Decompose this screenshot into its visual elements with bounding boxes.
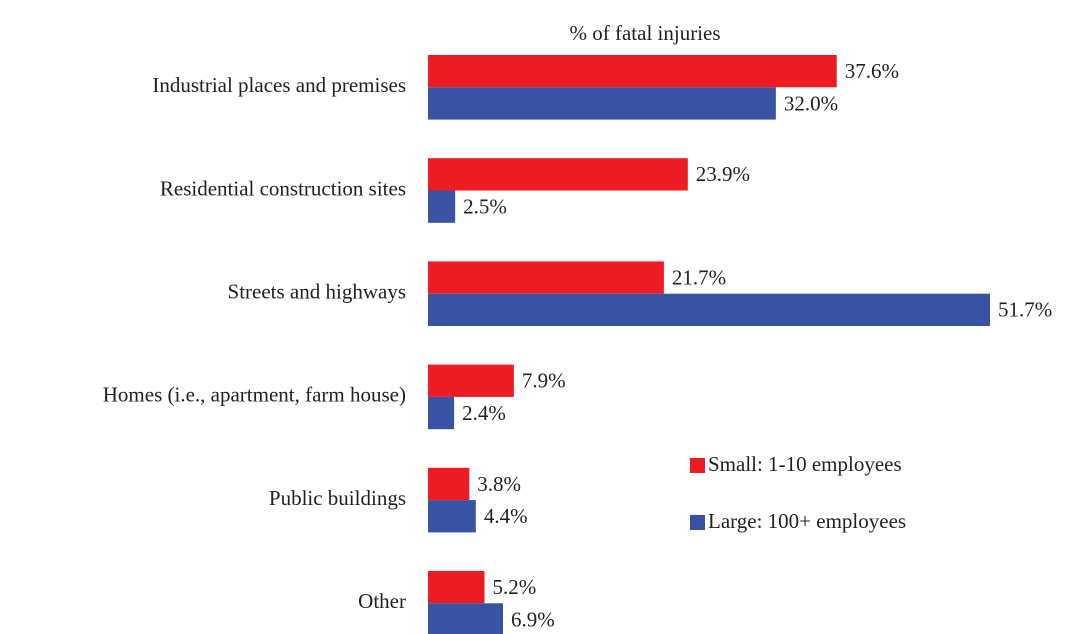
y-tick-label: Public buildings (269, 486, 406, 510)
bar (428, 467, 470, 501)
bar (428, 55, 837, 88)
bar (428, 500, 476, 533)
data-label: 4.4% (484, 504, 528, 528)
bar (428, 293, 990, 326)
data-label: 6.9% (511, 607, 555, 631)
y-tick-label: Other (358, 589, 406, 613)
bar (428, 190, 456, 223)
data-label: 5.2% (493, 575, 537, 599)
y-tick-label: Residential construction sites (160, 176, 406, 200)
bar (428, 396, 455, 430)
data-label: 21.7% (672, 265, 726, 289)
data-label: 32.0% (784, 91, 838, 115)
chart-title: % of fatal injuries (569, 21, 720, 45)
bar (428, 87, 776, 120)
data-label: 51.7% (998, 298, 1052, 322)
data-label: 7.9% (522, 369, 566, 393)
legend-swatch (690, 458, 705, 473)
y-tick-label: Homes (i.e., apartment, farm house) (103, 383, 406, 407)
data-label: 2.4% (462, 401, 506, 425)
bar (428, 603, 504, 634)
data-label: 3.8% (477, 472, 521, 496)
y-tick-label: Streets and highways (228, 280, 406, 304)
bar (428, 571, 485, 604)
y-tick-label: Industrial places and premises (152, 73, 406, 97)
data-label: 2.5% (463, 194, 507, 218)
legend-label: Small: 1-10 employees (708, 452, 902, 476)
bar (428, 158, 688, 191)
bar (428, 261, 664, 294)
legend-label: Large: 100+ employees (708, 509, 906, 533)
data-label: 37.6% (845, 59, 899, 83)
bar (428, 364, 514, 397)
data-label: 23.9% (696, 162, 750, 186)
legend-swatch (690, 515, 705, 530)
